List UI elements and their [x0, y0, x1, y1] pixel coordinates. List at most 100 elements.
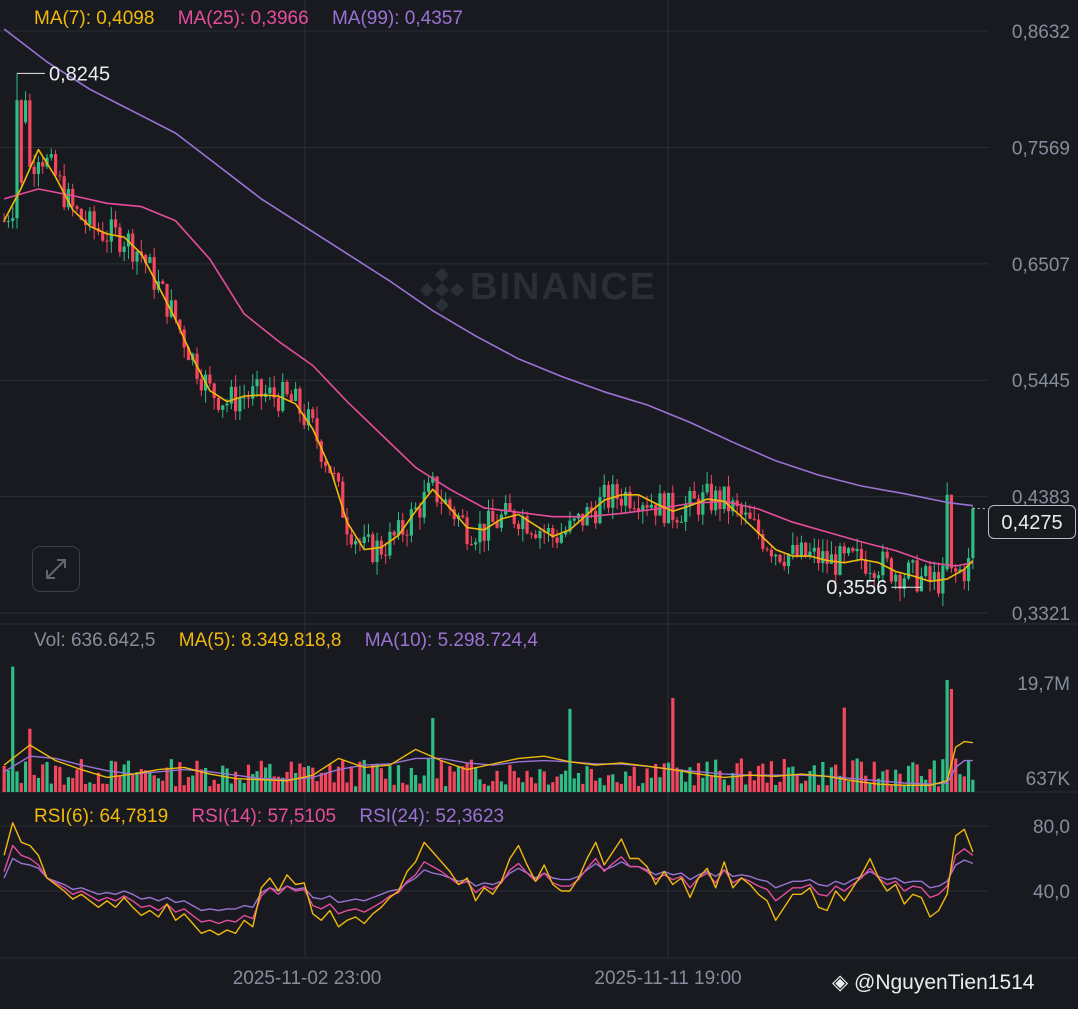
volume-bar: [358, 761, 362, 792]
candle-body: [722, 486, 726, 510]
volume-bar: [525, 770, 529, 792]
ma7-label: MA(7): 0,4098: [34, 8, 155, 29]
candle-body: [962, 569, 966, 582]
volume-bar: [229, 783, 233, 792]
volume-bar: [821, 761, 825, 792]
volume-bar: [954, 758, 958, 792]
candle-body: [19, 100, 23, 183]
volume-bar: [444, 786, 448, 792]
volume-bar: [45, 761, 49, 792]
candle-body: [624, 491, 628, 506]
volume-bar: [281, 777, 285, 792]
volume-bar: [799, 783, 804, 792]
candle-body: [315, 418, 319, 442]
candle-body: [791, 544, 795, 555]
volume-bar: [182, 785, 186, 792]
volume-bar: [15, 771, 19, 792]
candle-body: [739, 506, 743, 515]
candle-body: [928, 566, 932, 582]
volume-bar: [276, 776, 281, 792]
candle-body: [414, 507, 418, 510]
volume-bar: [388, 765, 392, 792]
volume-bar: [846, 781, 851, 792]
volume-bar: [469, 759, 473, 792]
candle-body: [864, 560, 868, 574]
candle-body: [748, 512, 752, 519]
expand-chart-button[interactable]: [32, 546, 80, 592]
volume-bar: [808, 770, 812, 792]
volume-bar: [242, 783, 246, 792]
candle-body: [692, 490, 696, 499]
volume-bar: [302, 767, 306, 792]
candle-body: [452, 509, 456, 520]
volume-bar: [619, 783, 623, 792]
candle-body: [225, 403, 229, 406]
volume-bar: [928, 769, 932, 792]
volume-bar: [118, 775, 122, 792]
candle-body: [169, 300, 173, 317]
volume-bar: [774, 784, 778, 792]
volume-bar: [521, 782, 525, 792]
candle-body: [15, 100, 19, 219]
volume-bar: [636, 785, 641, 792]
price-tick-label: 0,8632: [1012, 22, 1070, 43]
low-price-label: 0,3556: [826, 577, 887, 599]
candle-body: [564, 531, 568, 535]
candle-body: [872, 573, 876, 579]
candle-body: [868, 573, 872, 575]
volume-bar: [555, 776, 559, 792]
rsi14-label: RSI(14): 57,5105: [191, 806, 337, 827]
candle-body: [885, 551, 889, 559]
candle-body: [186, 347, 191, 361]
price-tick-label: 0,6507: [1012, 255, 1070, 276]
volume-bar: [336, 766, 341, 792]
candle-body: [173, 300, 178, 320]
candle-body: [658, 493, 662, 516]
volume-bar: [71, 778, 75, 792]
volume-bar: [744, 784, 748, 792]
candle-body: [396, 520, 401, 536]
volume-bar: [259, 760, 263, 792]
volume-bar: [816, 784, 821, 792]
rsi-tick-label: 80,0: [1033, 817, 1070, 838]
volume-bar: [139, 769, 143, 792]
volume-bar: [611, 774, 615, 792]
candle-body: [774, 554, 778, 557]
candle-body: [568, 520, 572, 532]
rsi6-label: RSI(6): 64,7819: [34, 806, 169, 827]
author-credit: ◈ @NguyenTien1514: [832, 970, 1035, 995]
volume-bar: [11, 666, 15, 792]
candle-body: [632, 508, 636, 510]
volume-bar: [546, 784, 551, 792]
candle-body: [242, 397, 246, 399]
volume-bar: [349, 766, 353, 792]
volume-bar: [795, 775, 799, 792]
candle-body: [32, 166, 36, 174]
candle-body: [581, 513, 585, 526]
watermark-text: BINANCE: [470, 266, 658, 308]
ma7-line: [3, 148, 974, 583]
candle-body: [958, 569, 962, 572]
candle-body: [499, 514, 503, 528]
candle-body: [705, 483, 709, 493]
candle-body: [615, 484, 619, 499]
candle-body: [469, 544, 473, 546]
moving-average-lines: [3, 28, 974, 583]
volume-bar: [474, 767, 478, 792]
volume-bar: [435, 778, 439, 792]
volume-bar: [542, 771, 546, 792]
volume-bar: [354, 786, 358, 792]
candle-body: [842, 546, 846, 554]
candle-body: [825, 551, 829, 564]
volume-bar: [341, 760, 345, 792]
ma99-line: [3, 28, 974, 507]
volume-bar: [645, 768, 649, 792]
candle-body: [384, 554, 388, 556]
candle-body: [281, 381, 285, 411]
volume-bar: [135, 772, 139, 792]
volume-bar: [439, 760, 443, 792]
candle-body: [276, 397, 281, 411]
volume-bar: [41, 764, 45, 792]
volume-bar: [426, 758, 431, 792]
